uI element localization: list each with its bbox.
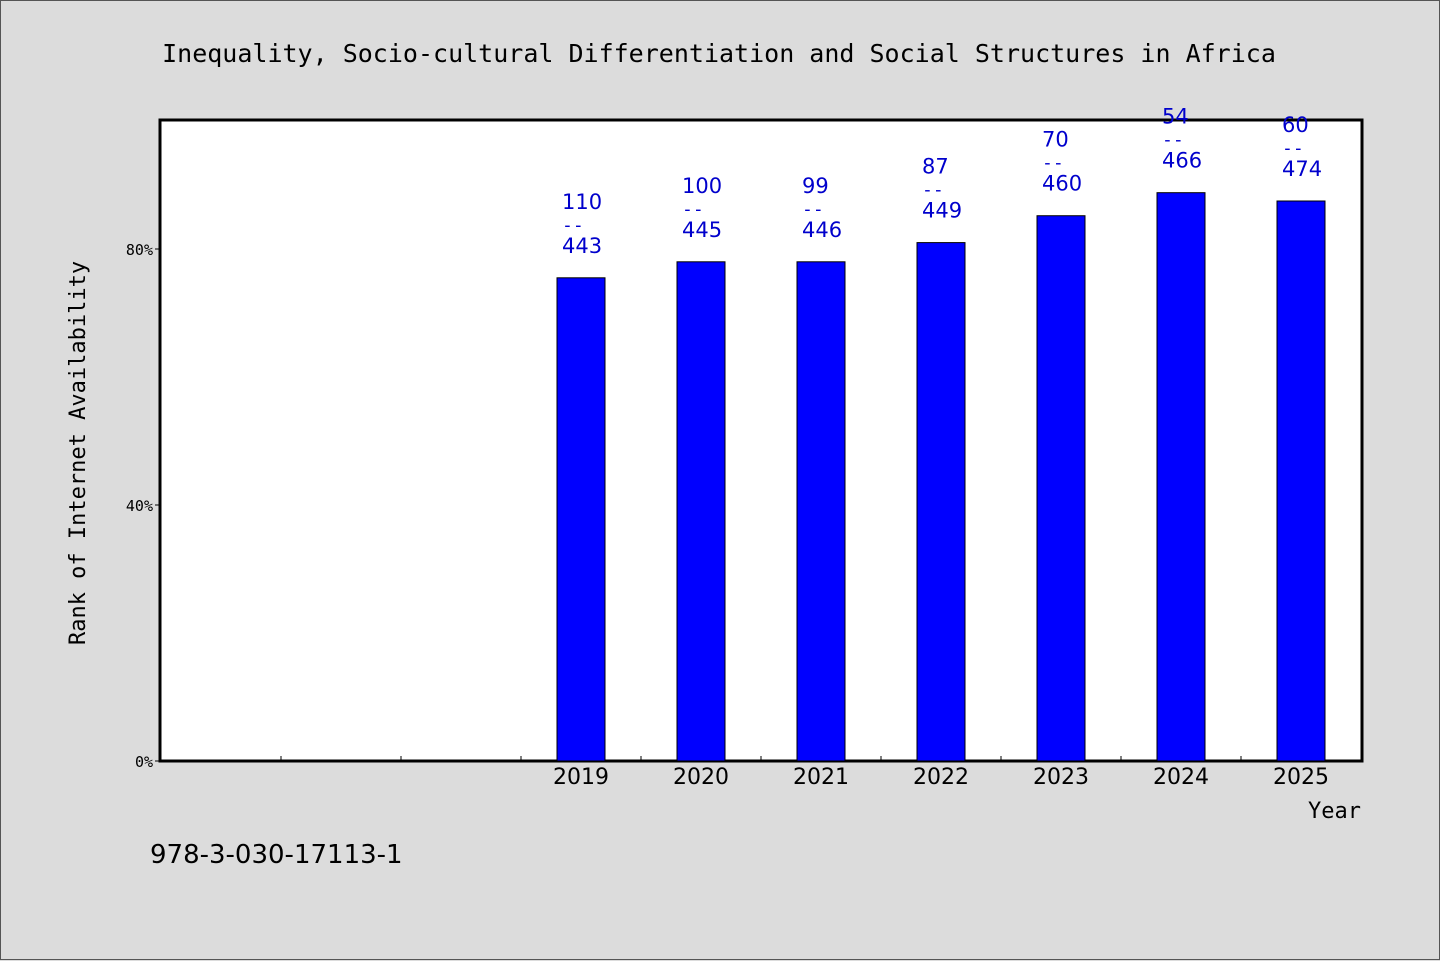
x-axis-label: Year bbox=[1308, 799, 1361, 824]
bar-label-bottom: 445 bbox=[682, 218, 722, 242]
bar-2021 bbox=[796, 261, 846, 762]
bar-label-bottom: 443 bbox=[562, 234, 602, 258]
y-axis-label: Rank of Internet Availability bbox=[66, 261, 91, 645]
x-tick-label: 2024 bbox=[1153, 765, 1209, 790]
x-tick-label: 2023 bbox=[1033, 765, 1089, 790]
x-tick-label: 2020 bbox=[673, 765, 729, 790]
bar-label-top: 60 bbox=[1282, 113, 1309, 137]
bar-label-top: 70 bbox=[1042, 128, 1069, 152]
x-tick-label: 2021 bbox=[793, 765, 849, 790]
x-tick-label: 2019 bbox=[553, 765, 609, 790]
y-tick-label: 40% bbox=[126, 497, 153, 515]
bar-2019 bbox=[556, 277, 606, 762]
bar-label-top: 100 bbox=[682, 174, 722, 198]
bar-label-sep: -- bbox=[1282, 138, 1304, 159]
y-tick-label: 80% bbox=[126, 241, 153, 259]
bar-label-bottom: 474 bbox=[1282, 157, 1322, 181]
bar-label-sep: -- bbox=[1042, 153, 1064, 174]
bar-label-sep: -- bbox=[562, 215, 584, 236]
bar-label-sep: -- bbox=[682, 199, 704, 220]
bar-label-top: 99 bbox=[802, 174, 829, 198]
bar-2024 bbox=[1156, 192, 1206, 762]
bar-label-sep: -- bbox=[1162, 130, 1184, 151]
bar-2023 bbox=[1036, 215, 1086, 762]
bar-label-bottom: 446 bbox=[802, 218, 842, 242]
bar-label-top: 87 bbox=[922, 155, 949, 179]
chart-title: Inequality, Socio-cultural Differentiati… bbox=[162, 39, 1276, 68]
y-tick-label: 0% bbox=[135, 753, 153, 771]
bar-label-bottom: 466 bbox=[1162, 149, 1202, 173]
bar-label-top: 110 bbox=[562, 190, 602, 214]
x-tick-label: 2022 bbox=[913, 765, 969, 790]
bar-label-bottom: 460 bbox=[1042, 172, 1082, 196]
isbn-text: 978-3-030-17113-1 bbox=[150, 840, 403, 870]
bar-2022 bbox=[916, 242, 966, 762]
bar-label-top: 54 bbox=[1162, 105, 1189, 129]
bar-label-sep: -- bbox=[922, 180, 944, 201]
bar-label-bottom: 449 bbox=[922, 199, 962, 223]
x-tick-label: 2025 bbox=[1273, 765, 1329, 790]
axis-ticks: 0% 40% 80% 2019 2020 2021 2022 2023 2024 2025 bbox=[126, 241, 1329, 790]
bars-group bbox=[556, 192, 1326, 762]
bar-label-sep: -- bbox=[802, 199, 824, 220]
bar-labels-group: 110--443100--44599--44687--44970--46054-… bbox=[562, 105, 1322, 258]
bar-2020 bbox=[676, 261, 726, 762]
bar-2025 bbox=[1276, 200, 1326, 762]
